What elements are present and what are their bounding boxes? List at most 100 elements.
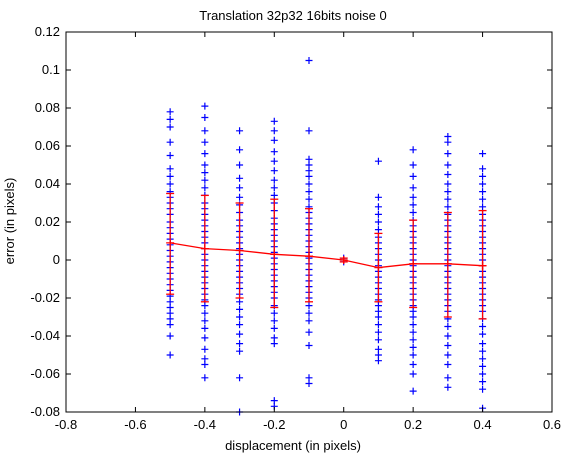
scatter-point: [479, 195, 487, 203]
scatter-point: [201, 114, 209, 121]
scatter-point: [166, 332, 174, 340]
scatter-point: [236, 161, 244, 169]
scatter-point: [270, 324, 278, 332]
scatter-point: [236, 193, 244, 201]
y-tick-label: -0.04: [30, 328, 60, 343]
scatter-point: [201, 361, 209, 368]
scatter-point: [236, 127, 244, 135]
scatter-point: [479, 378, 487, 386]
mean-point: [443, 259, 452, 268]
scatter-point: [479, 355, 487, 363]
scatter-point: [444, 342, 452, 349]
scatter-point: [444, 203, 452, 211]
scatter-point: [166, 180, 174, 188]
scatter-point: [409, 351, 417, 359]
scatter-point: [444, 374, 452, 382]
scatter-point: [409, 193, 417, 201]
scatter-point: [305, 309, 313, 317]
scatter-point: [201, 138, 209, 146]
scatter-point: [270, 117, 278, 125]
y-tick-label: 0.04: [35, 176, 60, 191]
scatter-point: [166, 123, 174, 131]
x-tick-label: -0.6: [124, 417, 146, 432]
scatter-point: [305, 57, 313, 64]
x-tick-label: 0.4: [474, 417, 492, 432]
scatter-point: [236, 313, 244, 321]
scatter-point: [270, 127, 278, 135]
scatter-point: [305, 172, 313, 180]
y-tick-label: -0.02: [30, 290, 60, 305]
scatter-point: [166, 351, 174, 359]
scatter-point: [444, 361, 452, 368]
scatter-point: [236, 184, 244, 192]
scatter-point: [444, 188, 452, 196]
scatter-point: [270, 191, 278, 199]
mean-point: [270, 250, 279, 259]
y-tick-label: 0.08: [35, 100, 60, 115]
scatter-point: [270, 136, 278, 144]
scatter-point: [374, 313, 382, 321]
scatter-point: [444, 195, 452, 203]
scatter-point: [305, 188, 313, 196]
scatter-point: [201, 309, 209, 317]
scatter-point: [236, 174, 244, 182]
scatter-point: [201, 150, 209, 158]
scatter-point: [479, 165, 487, 173]
scatter-point: [270, 176, 278, 184]
scatter-point: [479, 385, 487, 393]
mean-point: [374, 263, 383, 272]
scatter-point: [444, 323, 452, 330]
scatter-point: [374, 203, 382, 211]
mean-point: [339, 256, 348, 264]
scatter-point: [374, 157, 382, 165]
mean-point: [409, 259, 418, 268]
scatter-point: [201, 374, 209, 382]
scatter-point: [409, 336, 417, 344]
scatter-point: [444, 138, 452, 146]
scatter-point: [374, 321, 382, 329]
scatter-point: [479, 330, 487, 338]
scatter-point: [444, 171, 452, 178]
scatter-point: [166, 165, 174, 173]
x-tick-label: 0.6: [543, 417, 561, 432]
scatter-point: [236, 347, 244, 355]
axes-layer: -0.8 -0.6 -0.4 -0.2 0 0.2 0.4 0.6 -0.08 -0.06 -0.0…: [30, 24, 561, 432]
scatter-point: [236, 321, 244, 329]
scatter-point: [409, 370, 417, 378]
scatter-point: [236, 305, 244, 313]
scatter-point: [201, 324, 209, 332]
x-tick-label: -0.8: [55, 417, 77, 432]
scatter-point: [305, 127, 313, 135]
scatter-point: [479, 362, 487, 370]
scatter-point: [444, 180, 452, 188]
scatter-point: [479, 180, 487, 188]
scatter-point: [409, 146, 417, 154]
scatter-point: [374, 357, 382, 365]
scatter-point: [201, 302, 209, 310]
scatter-point: [270, 340, 278, 348]
scatter-point: [409, 321, 417, 329]
scatter-point: [305, 195, 313, 203]
mean-point: [235, 246, 244, 255]
scatter-point: [166, 321, 174, 329]
scatter-point: [374, 226, 382, 234]
scatter-point: [236, 298, 244, 306]
scatter-point: [166, 108, 174, 116]
y-tick-label: 0.12: [35, 24, 60, 39]
scatter-point: [305, 180, 313, 188]
scatter-point: [409, 313, 417, 321]
scatter-point: [166, 138, 174, 146]
scatter-point: [201, 345, 209, 353]
scatter-point: [374, 193, 382, 201]
scatter-point: [201, 161, 209, 169]
x-tick-label: 0.2: [404, 417, 422, 432]
scatter-point: [236, 340, 244, 348]
scatter-point: [479, 323, 487, 330]
scatter-point: [409, 387, 417, 395]
scatter-point: [374, 336, 382, 344]
y-tick-label: 0.02: [35, 214, 60, 229]
scatter-point: [444, 383, 452, 391]
x-tick-label: -0.2: [263, 417, 285, 432]
